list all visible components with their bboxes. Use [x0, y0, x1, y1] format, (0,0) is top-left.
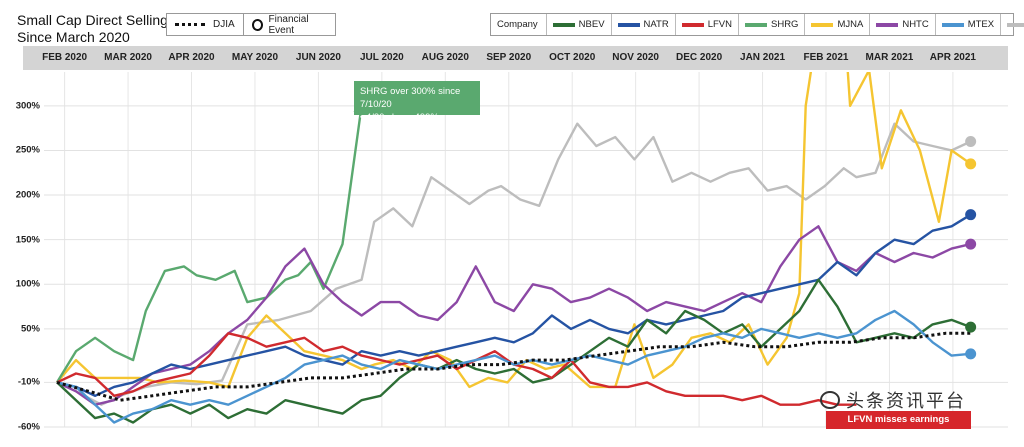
- legend-label: NHTC: [902, 19, 929, 30]
- legend-label: NATR: [643, 19, 669, 30]
- ring-marker-icon: [251, 18, 263, 31]
- watermark-logo-icon: [820, 391, 840, 409]
- month-label: OCT 2020: [549, 52, 596, 63]
- chart-title: Small Cap Direct Selling Since March 202…: [17, 12, 168, 46]
- legend-swatch: [552, 22, 575, 27]
- shrg-annotation-line-1: SHRG over 300% since 7/10/20: [360, 86, 461, 110]
- series-line-shrg: [55, 96, 369, 384]
- y-tick-label: 250%: [15, 144, 40, 156]
- y-tick-label: -60%: [17, 421, 40, 433]
- legend-label: MJNA: [837, 19, 864, 30]
- series-line-djia: [56, 331, 971, 402]
- series-line-nbev: [56, 278, 972, 424]
- legend-item-educ: EDUC: [1000, 14, 1024, 35]
- company-legend-caption: Company: [497, 19, 538, 30]
- month-label: AUG 2020: [421, 52, 469, 63]
- y-tick-label: 100%: [15, 278, 40, 290]
- y-tick-label: 200%: [15, 189, 40, 201]
- legend-event-label: Financial Event: [268, 13, 309, 36]
- watermark-text: 头条资讯平台: [846, 391, 966, 411]
- month-label: MAR 2020: [104, 52, 152, 63]
- month-axis-bar: FEB 2020 MAR 2020 APR 2020 MAY 2020 JUN 2020…: [23, 46, 1008, 70]
- month-label: APR 2021: [929, 52, 976, 63]
- legend-swatch: [876, 22, 899, 27]
- legend-financial-event: Financial Event: [242, 13, 335, 36]
- y-tick-label: 150%: [15, 234, 40, 246]
- legend-item-nbev: NBEV: [545, 14, 611, 35]
- y-tick-label: 300%: [15, 100, 40, 112]
- series-line-educ: [56, 122, 972, 406]
- event-marker-mjna: [965, 158, 977, 170]
- series-line-mtex: [56, 309, 971, 424]
- event-marker-mtex: [965, 348, 977, 360]
- legend-item-lfvn: LFVN: [674, 14, 738, 35]
- series-line-nhtc: [56, 225, 971, 406]
- title-line-1: Small Cap Direct Selling: [17, 12, 168, 28]
- event-marker-nhtc: [965, 238, 977, 250]
- legend-label: LFVN: [707, 19, 732, 30]
- legend-label: SHRG: [771, 19, 799, 30]
- month-label: APR 2020: [168, 52, 215, 63]
- month-label: JUL 2020: [359, 52, 404, 63]
- legend-item-nhtc: NHTC: [869, 14, 934, 35]
- shrg-annotation-line-2: • 4/30 close: 499%: [360, 112, 439, 123]
- event-marker-natr: [965, 209, 977, 221]
- shrg-annotation: SHRG over 300% since 7/10/20 • 4/30 clos…: [354, 81, 480, 123]
- dotted-line-swatch: [175, 23, 205, 26]
- lfvn-annotation: LFVN misses earnings expectations: [826, 411, 971, 443]
- legend-item-mjna: MJNA: [804, 14, 869, 35]
- legend-djia-label: DJIA: [213, 19, 235, 30]
- month-label: JAN 2021: [740, 52, 786, 63]
- month-label: MAY 2020: [231, 52, 279, 63]
- legend-swatch: [941, 22, 964, 27]
- month-label: DEC 2020: [676, 52, 723, 63]
- event-marker-nbev: [965, 321, 977, 333]
- title-line-2: Since March 2020: [17, 29, 130, 45]
- legend-swatch: [1007, 22, 1024, 27]
- legend-swatch: [617, 22, 640, 27]
- legend-item-shrg: SHRG: [738, 14, 804, 35]
- series-line-mjna: [56, 72, 972, 389]
- month-label: MAR 2021: [865, 52, 914, 63]
- y-tick-label: -10%: [17, 376, 40, 388]
- month-label: SEP 2020: [486, 52, 532, 63]
- company-legend: Company NBEV NATR LFVN SHRG MJNA NHTC MTEX EDUC: [490, 13, 1024, 36]
- month-label: FEB 2021: [803, 52, 849, 63]
- event-legend: DJIA Financial Event: [166, 13, 336, 36]
- legend-djia: DJIA: [167, 14, 243, 35]
- month-label: JUN 2020: [295, 52, 341, 63]
- month-label: FEB 2020: [42, 52, 88, 63]
- legend-swatch: [811, 22, 834, 27]
- legend-item-natr: NATR: [610, 14, 675, 35]
- legend-label: NBEV: [578, 19, 605, 30]
- legend-swatch: [745, 22, 767, 27]
- event-marker-educ: [965, 136, 977, 148]
- series-line-lfvn: [56, 332, 857, 406]
- legend-label: MTEX: [967, 19, 995, 30]
- month-label: NOV 2020: [612, 52, 659, 63]
- y-tick-label: 50%: [20, 323, 40, 335]
- watermark: 头条资讯平台: [820, 387, 966, 413]
- legend-item-mtex: MTEX: [934, 14, 1000, 35]
- legend-swatch: [681, 22, 704, 27]
